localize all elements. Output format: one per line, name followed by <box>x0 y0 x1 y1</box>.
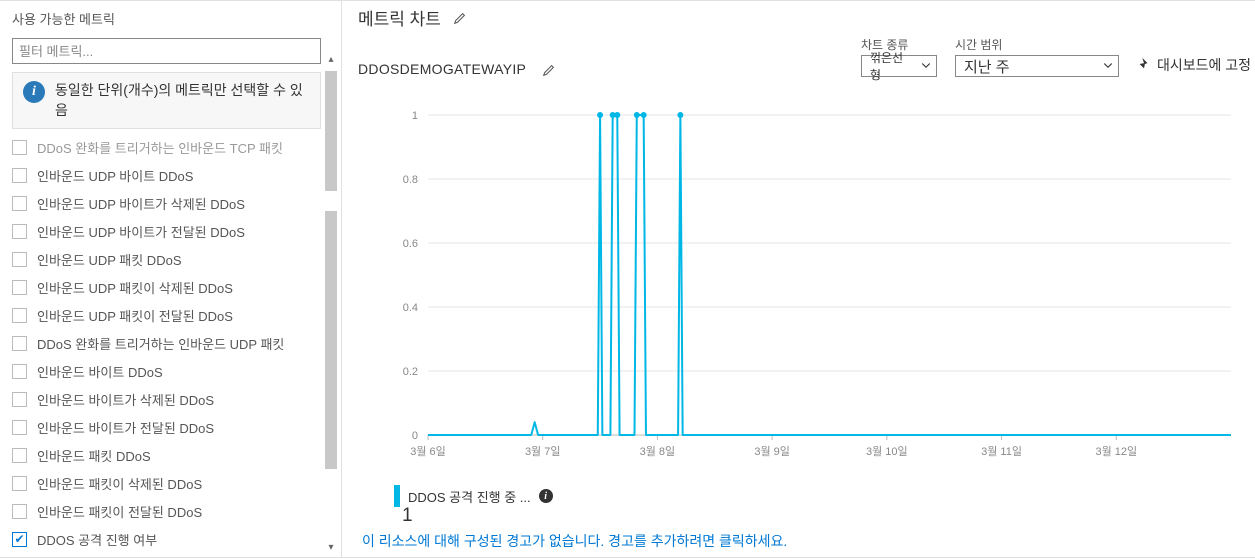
chart-type-group: 차트 종류 꺾은선형 <box>861 36 937 77</box>
chart-title: 메트릭 차트 <box>358 5 441 30</box>
chart-type-dropdown[interactable]: 꺾은선형 <box>861 55 937 77</box>
metric-row[interactable]: DDoS 완화를 트리거하는 인바운드 TCP 패킷 <box>12 133 319 161</box>
svg-text:0.4: 0.4 <box>403 302 418 314</box>
add-alert-link[interactable]: 이 리소스에 대해 구성된 경고가 없습니다. 경고를 추가하려면 클릭하세요. <box>358 527 1251 555</box>
metric-label: DDoS 완화를 트리거하는 인바운드 TCP 패킷 <box>37 138 283 157</box>
metric-checkbox[interactable] <box>12 532 27 547</box>
metric-checkbox[interactable] <box>12 308 27 323</box>
metric-label: 인바운드 UDP 바이트 DDoS <box>37 166 193 185</box>
legend-row: DDOS 공격 진행 중 ... i <box>358 483 1251 507</box>
metric-checkbox[interactable] <box>12 252 27 267</box>
metric-label: 인바운드 패킷이 삭제된 DDoS <box>37 474 202 493</box>
left-panel: 사용 가능한 메트릭 i 동일한 단위(개수)의 메트릭만 선택할 수 있음 D… <box>0 1 342 557</box>
svg-text:3월 12일: 3월 12일 <box>1095 444 1137 458</box>
time-range-dropdown[interactable]: 지난 주 <box>955 55 1119 77</box>
svg-text:0.8: 0.8 <box>403 174 418 186</box>
legend-swatch <box>394 485 400 507</box>
chart-type-value: 꺾은선형 <box>870 49 912 83</box>
time-range-label: 시간 범위 <box>955 36 1119 53</box>
metric-label: 인바운드 바이트가 삭제된 DDoS <box>37 390 214 409</box>
metric-row[interactable]: 인바운드 바이트가 삭제된 DDoS <box>12 385 319 413</box>
edit-resource-icon[interactable] <box>542 63 556 77</box>
metric-row[interactable]: 인바운드 패킷 DDoS <box>12 441 319 469</box>
metric-checkbox[interactable] <box>12 196 27 211</box>
metric-checkbox[interactable] <box>12 280 27 295</box>
svg-text:0.6: 0.6 <box>403 238 418 250</box>
metric-checkbox[interactable] <box>12 420 27 435</box>
metric-checkbox[interactable] <box>12 224 27 239</box>
metric-checkbox[interactable] <box>12 336 27 351</box>
metric-row[interactable]: 인바운드 UDP 바이트가 삭제된 DDoS <box>12 189 319 217</box>
filter-metrics-input[interactable] <box>12 38 321 64</box>
metric-checkbox[interactable] <box>12 168 27 183</box>
metric-checkbox[interactable] <box>12 364 27 379</box>
sub-header-right: 차트 종류 꺾은선형 시간 범위 지난 주 <box>861 36 1251 77</box>
svg-text:1: 1 <box>412 110 418 122</box>
time-range-group: 시간 범위 지난 주 <box>955 36 1119 77</box>
metric-row[interactable]: 인바운드 UDP 바이트가 전달된 DDoS <box>12 217 319 245</box>
metric-row[interactable]: 인바운드 패킷이 전달된 DDoS <box>12 497 319 525</box>
metric-checkbox[interactable] <box>12 392 27 407</box>
metric-label: 인바운드 UDP 바이트가 전달된 DDoS <box>37 222 245 241</box>
right-panel: 메트릭 차트 DDOSDEMOGATEWAYIP 차트 종류 꺾은선형 <box>342 1 1255 557</box>
metric-label: DDoS 완화를 트리거하는 인바운드 UDP 패킷 <box>37 334 284 353</box>
filter-wrap <box>6 32 341 70</box>
pin-icon <box>1137 57 1151 74</box>
info-icon: i <box>23 81 45 103</box>
time-range-value: 지난 주 <box>964 56 1010 77</box>
svg-text:3월 10일: 3월 10일 <box>866 444 908 458</box>
metric-row[interactable]: 인바운드 패킷이 삭제된 DDoS <box>12 469 319 497</box>
metric-chart[interactable]: 0 0.2 0.4 0.6 0.8 1 3월 6일 3월 7일 3월 8일 3월 9일 3월 10일… <box>358 105 1251 483</box>
metric-label: 인바운드 바이트가 전달된 DDoS <box>37 418 214 437</box>
available-metrics-title: 사용 가능한 메트릭 <box>6 5 341 32</box>
metric-row[interactable]: 인바운드 UDP 패킷 DDoS <box>12 245 319 273</box>
root: 사용 가능한 메트릭 i 동일한 단위(개수)의 메트릭만 선택할 수 있음 D… <box>0 0 1255 558</box>
metric-checkbox[interactable] <box>12 140 27 155</box>
svg-text:3월 6일: 3월 6일 <box>410 444 446 458</box>
metric-row[interactable]: 인바운드 UDP 바이트 DDoS <box>12 161 319 189</box>
svg-text:3월 11일: 3월 11일 <box>981 444 1022 458</box>
metric-label: 인바운드 UDP 패킷이 전달된 DDoS <box>37 306 233 325</box>
metric-list: DDoS 완화를 트리거하는 인바운드 TCP 패킷인바운드 UDP 바이트 D… <box>6 133 341 553</box>
sub-header-row: DDOSDEMOGATEWAYIP 차트 종류 꺾은선형 시간 범위 <box>358 36 1251 77</box>
legend-value: 1 <box>358 505 1251 527</box>
metric-label: DDOS 공격 진행 여부 <box>37 530 157 549</box>
pin-label: 대시보드에 고정 <box>1157 55 1251 75</box>
chevron-down-icon <box>1102 59 1114 74</box>
metric-row[interactable]: 인바운드 바이트 DDoS <box>12 357 319 385</box>
metric-label: 인바운드 패킷이 전달된 DDoS <box>37 502 202 521</box>
metric-label: 인바운드 UDP 패킷 DDoS <box>37 250 182 269</box>
chart-header: 메트릭 차트 <box>358 3 1251 30</box>
metric-row[interactable]: 인바운드 바이트가 전달된 DDoS <box>12 413 319 441</box>
info-box: i 동일한 단위(개수)의 메트릭만 선택할 수 있음 <box>12 72 321 129</box>
svg-text:3월 7일: 3월 7일 <box>525 444 561 458</box>
pin-to-dashboard-button[interactable]: 대시보드에 고정 <box>1137 55 1251 77</box>
metric-row[interactable]: 인바운드 UDP 패킷이 삭제된 DDoS <box>12 273 319 301</box>
info-text: 동일한 단위(개수)의 메트릭만 선택할 수 있음 <box>55 81 310 120</box>
metric-row[interactable]: DDOS 공격 진행 여부 <box>12 525 319 553</box>
svg-text:0.2: 0.2 <box>403 366 418 378</box>
metric-checkbox[interactable] <box>12 476 27 491</box>
svg-text:0: 0 <box>412 430 418 442</box>
svg-text:3월 9일: 3월 9일 <box>754 444 790 458</box>
metric-label: 인바운드 UDP 패킷이 삭제된 DDoS <box>37 278 233 297</box>
metric-label: 인바운드 패킷 DDoS <box>37 446 151 465</box>
metric-row[interactable]: DDoS 완화를 트리거하는 인바운드 UDP 패킷 <box>12 329 319 357</box>
resource-name: DDOSDEMOGATEWAYIP <box>358 61 526 77</box>
chart-area: 0 0.2 0.4 0.6 0.8 1 3월 6일 3월 7일 3월 8일 3월 9일 3월 10일… <box>358 105 1251 483</box>
chevron-down-icon <box>920 59 932 74</box>
legend-info-icon[interactable]: i <box>539 489 553 503</box>
metric-label: 인바운드 UDP 바이트가 삭제된 DDoS <box>37 194 245 213</box>
legend-label: DDOS 공격 진행 중 ... <box>408 487 531 506</box>
svg-text:3월 8일: 3월 8일 <box>640 444 676 458</box>
metric-checkbox[interactable] <box>12 448 27 463</box>
metric-checkbox[interactable] <box>12 504 27 519</box>
metric-row[interactable]: 인바운드 UDP 패킷이 전달된 DDoS <box>12 301 319 329</box>
edit-title-icon[interactable] <box>453 11 467 25</box>
metric-label: 인바운드 바이트 DDoS <box>37 362 163 381</box>
